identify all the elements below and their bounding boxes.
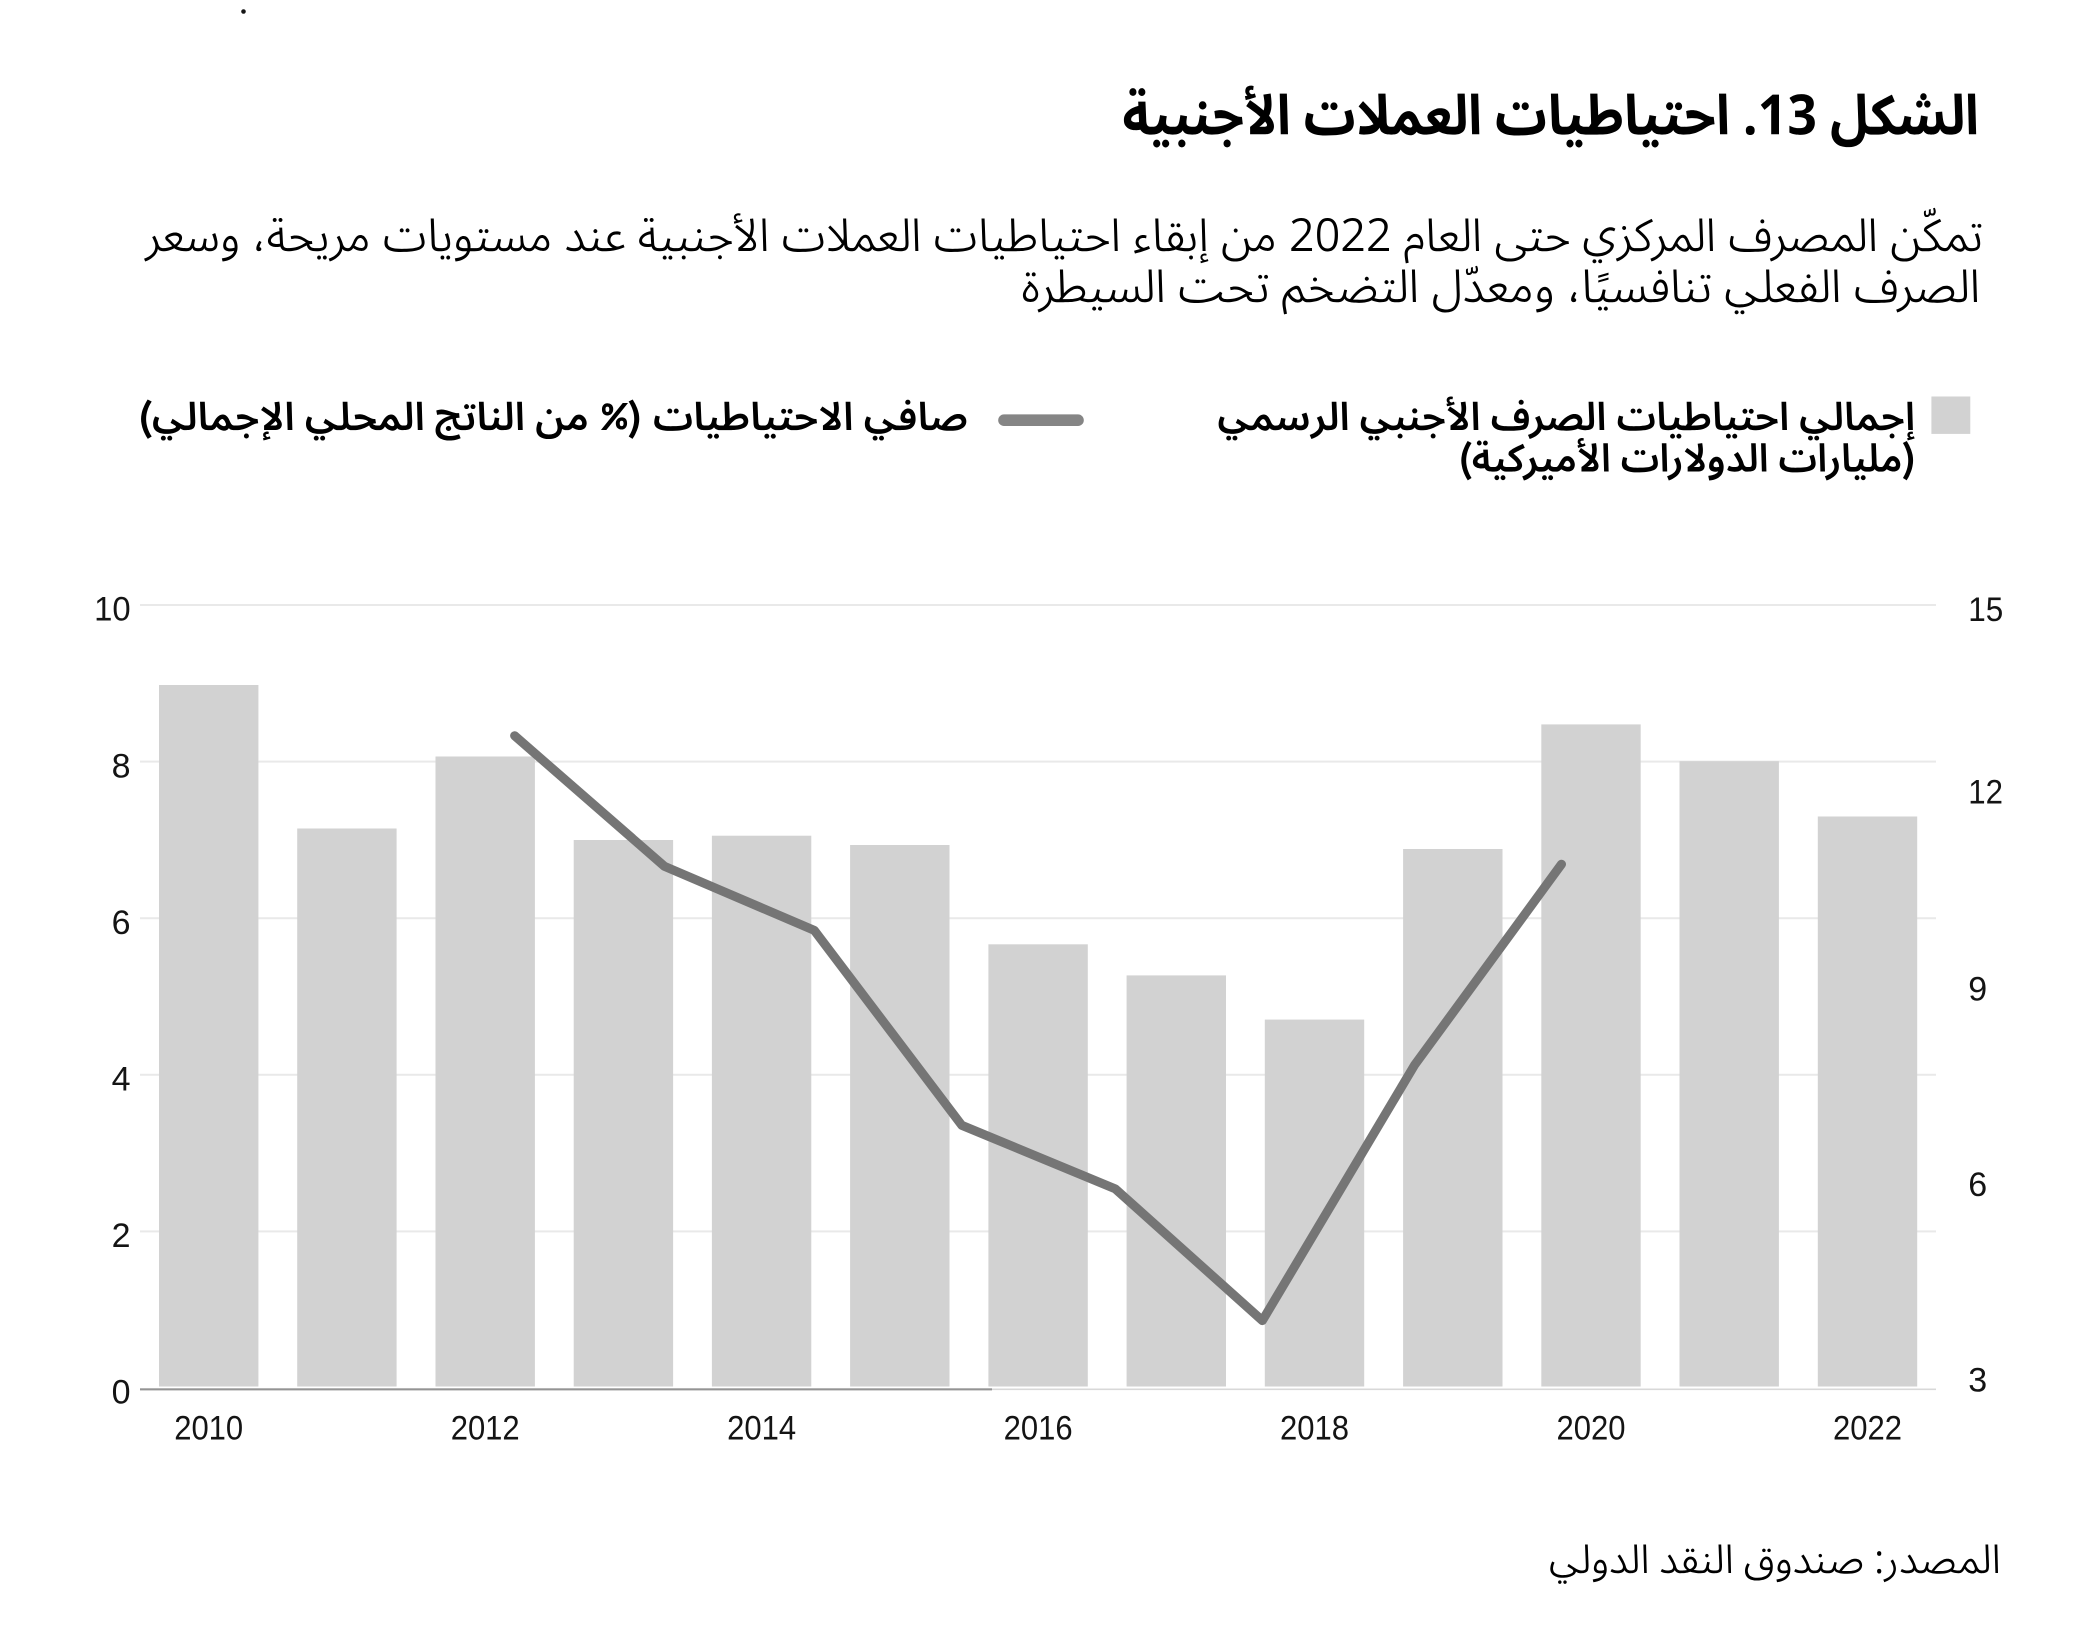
svg-text:3: 3 (1968, 1361, 1987, 1399)
svg-text:2018: 2018 (1280, 1410, 1349, 1448)
svg-text:2012: 2012 (451, 1410, 520, 1448)
svg-text:6: 6 (1968, 1166, 1987, 1204)
svg-text:8: 8 (112, 747, 131, 785)
svg-text:10: 10 (94, 591, 131, 629)
svg-text:2: 2 (112, 1217, 131, 1255)
svg-text:6: 6 (112, 904, 131, 942)
svg-text:15: 15 (1968, 591, 2003, 629)
svg-text:12: 12 (1968, 774, 2003, 812)
svg-text:2022: 2022 (1833, 1410, 1902, 1448)
svg-text:0: 0 (112, 1374, 131, 1412)
svg-text:9: 9 (1968, 970, 1987, 1008)
svg-text:2014: 2014 (727, 1410, 796, 1448)
svg-text:2020: 2020 (1557, 1410, 1626, 1448)
svg-text:2010: 2010 (174, 1410, 243, 1448)
svg-text:4: 4 (112, 1061, 131, 1099)
svg-text:2016: 2016 (1004, 1410, 1073, 1448)
